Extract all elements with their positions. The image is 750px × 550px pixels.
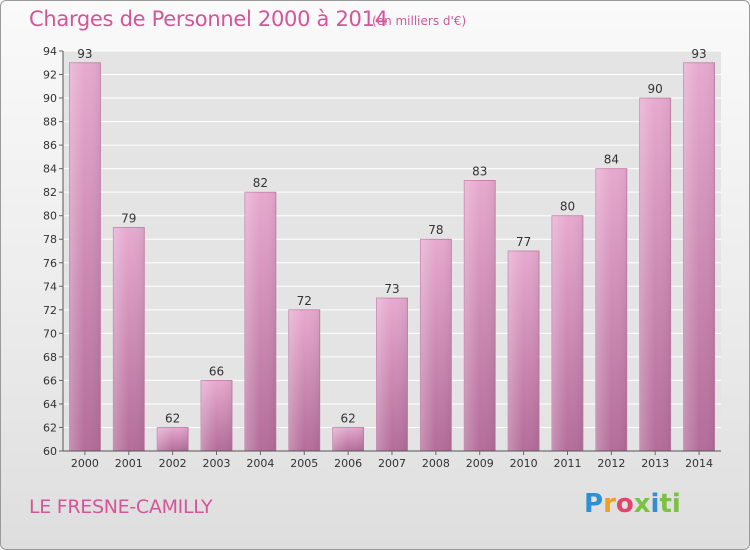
bar-shade bbox=[288, 309, 320, 451]
bar bbox=[112, 227, 145, 452]
bar bbox=[288, 309, 321, 452]
bar-shade bbox=[464, 180, 496, 452]
logo-letter: r bbox=[603, 489, 616, 519]
x-tick-label: 2005 bbox=[290, 457, 318, 470]
y-tick-label: 74 bbox=[43, 280, 57, 293]
x-tick-label: 2008 bbox=[422, 457, 450, 470]
bar-shade bbox=[201, 380, 233, 451]
y-tick-label: 64 bbox=[43, 398, 57, 411]
y-tick-label: 80 bbox=[43, 210, 57, 223]
bar bbox=[69, 62, 101, 452]
y-tick-label: 84 bbox=[43, 163, 57, 176]
data-label: 82 bbox=[253, 176, 268, 190]
data-label: 83 bbox=[472, 164, 487, 178]
y-tick-label: 70 bbox=[43, 327, 57, 340]
x-tick-label: 2011 bbox=[553, 457, 581, 470]
data-label: 72 bbox=[297, 294, 312, 308]
y-tick-label: 88 bbox=[43, 116, 57, 129]
chart-subtitle: (en milliers d'€) bbox=[372, 14, 467, 28]
bar-shade bbox=[157, 427, 189, 451]
bar-shade bbox=[508, 251, 540, 451]
data-label: 93 bbox=[77, 47, 92, 61]
data-label: 80 bbox=[560, 200, 575, 214]
x-tick-label: 2010 bbox=[510, 457, 538, 470]
y-tick-label: 94 bbox=[43, 45, 57, 58]
x-tick-label: 2004 bbox=[246, 457, 274, 470]
bar bbox=[463, 180, 496, 452]
bar bbox=[419, 238, 452, 452]
bar-shade bbox=[113, 227, 145, 451]
y-tick-label: 72 bbox=[43, 304, 57, 317]
y-tick-label: 90 bbox=[43, 92, 57, 105]
x-tick-label: 2006 bbox=[334, 457, 362, 470]
y-tick-label: 78 bbox=[43, 233, 57, 246]
bar-shade bbox=[244, 192, 276, 452]
y-tick-label: 92 bbox=[43, 69, 57, 82]
logo-letter: P bbox=[584, 489, 604, 519]
x-tick-label: 2009 bbox=[466, 457, 494, 470]
logo-letter: ti bbox=[659, 489, 681, 519]
y-tick-label: 62 bbox=[43, 421, 57, 434]
data-label: 93 bbox=[691, 47, 706, 61]
bar bbox=[507, 250, 540, 452]
x-tick-label: 2013 bbox=[641, 457, 669, 470]
data-label: 62 bbox=[340, 411, 355, 425]
y-tick-label: 68 bbox=[43, 351, 57, 364]
x-tick-label: 2007 bbox=[378, 457, 406, 470]
bar bbox=[595, 168, 628, 452]
bar-shade bbox=[683, 62, 715, 451]
data-label: 90 bbox=[648, 82, 663, 96]
bar bbox=[200, 380, 233, 452]
data-label: 73 bbox=[384, 282, 399, 296]
data-label: 77 bbox=[516, 235, 531, 249]
logo-letter: x bbox=[633, 489, 651, 519]
bar-shade bbox=[639, 98, 671, 451]
y-tick-label: 66 bbox=[43, 374, 57, 387]
bar bbox=[244, 191, 277, 452]
y-tick-label: 60 bbox=[43, 445, 57, 458]
y-tick-label: 82 bbox=[43, 186, 57, 199]
bar bbox=[376, 297, 408, 452]
place-name: LE FRESNE-CAMILLY bbox=[29, 496, 213, 518]
bar-shade bbox=[376, 298, 408, 451]
data-label: 62 bbox=[165, 411, 180, 425]
x-tick-label: 2014 bbox=[685, 457, 713, 470]
logo-letter: i bbox=[650, 489, 660, 519]
data-label: 79 bbox=[121, 211, 136, 225]
data-label: 84 bbox=[604, 153, 619, 167]
bar bbox=[156, 427, 189, 452]
data-label: 66 bbox=[209, 364, 224, 378]
x-tick-label: 2002 bbox=[159, 457, 187, 470]
y-tick-label: 76 bbox=[43, 257, 57, 270]
x-tick-label: 2003 bbox=[203, 457, 231, 470]
bar bbox=[551, 215, 584, 452]
bar bbox=[683, 62, 715, 452]
bar-shade bbox=[69, 62, 101, 451]
x-tick-label: 2012 bbox=[597, 457, 625, 470]
chart-title: Charges de Personnel 2000 à 2014 bbox=[29, 7, 388, 31]
bar-shade bbox=[332, 427, 364, 451]
logo-letter: o bbox=[615, 489, 634, 519]
x-tick-label: 2000 bbox=[71, 457, 99, 470]
bar bbox=[639, 97, 672, 452]
bar-shade bbox=[420, 239, 452, 451]
x-tick-label: 2001 bbox=[115, 457, 143, 470]
y-tick-label: 86 bbox=[43, 139, 57, 152]
data-label: 78 bbox=[428, 223, 443, 237]
bar-shade bbox=[551, 215, 583, 451]
bar-shade bbox=[595, 168, 627, 451]
proxiti-logo: Proxiti bbox=[584, 489, 681, 519]
bar bbox=[332, 427, 365, 452]
